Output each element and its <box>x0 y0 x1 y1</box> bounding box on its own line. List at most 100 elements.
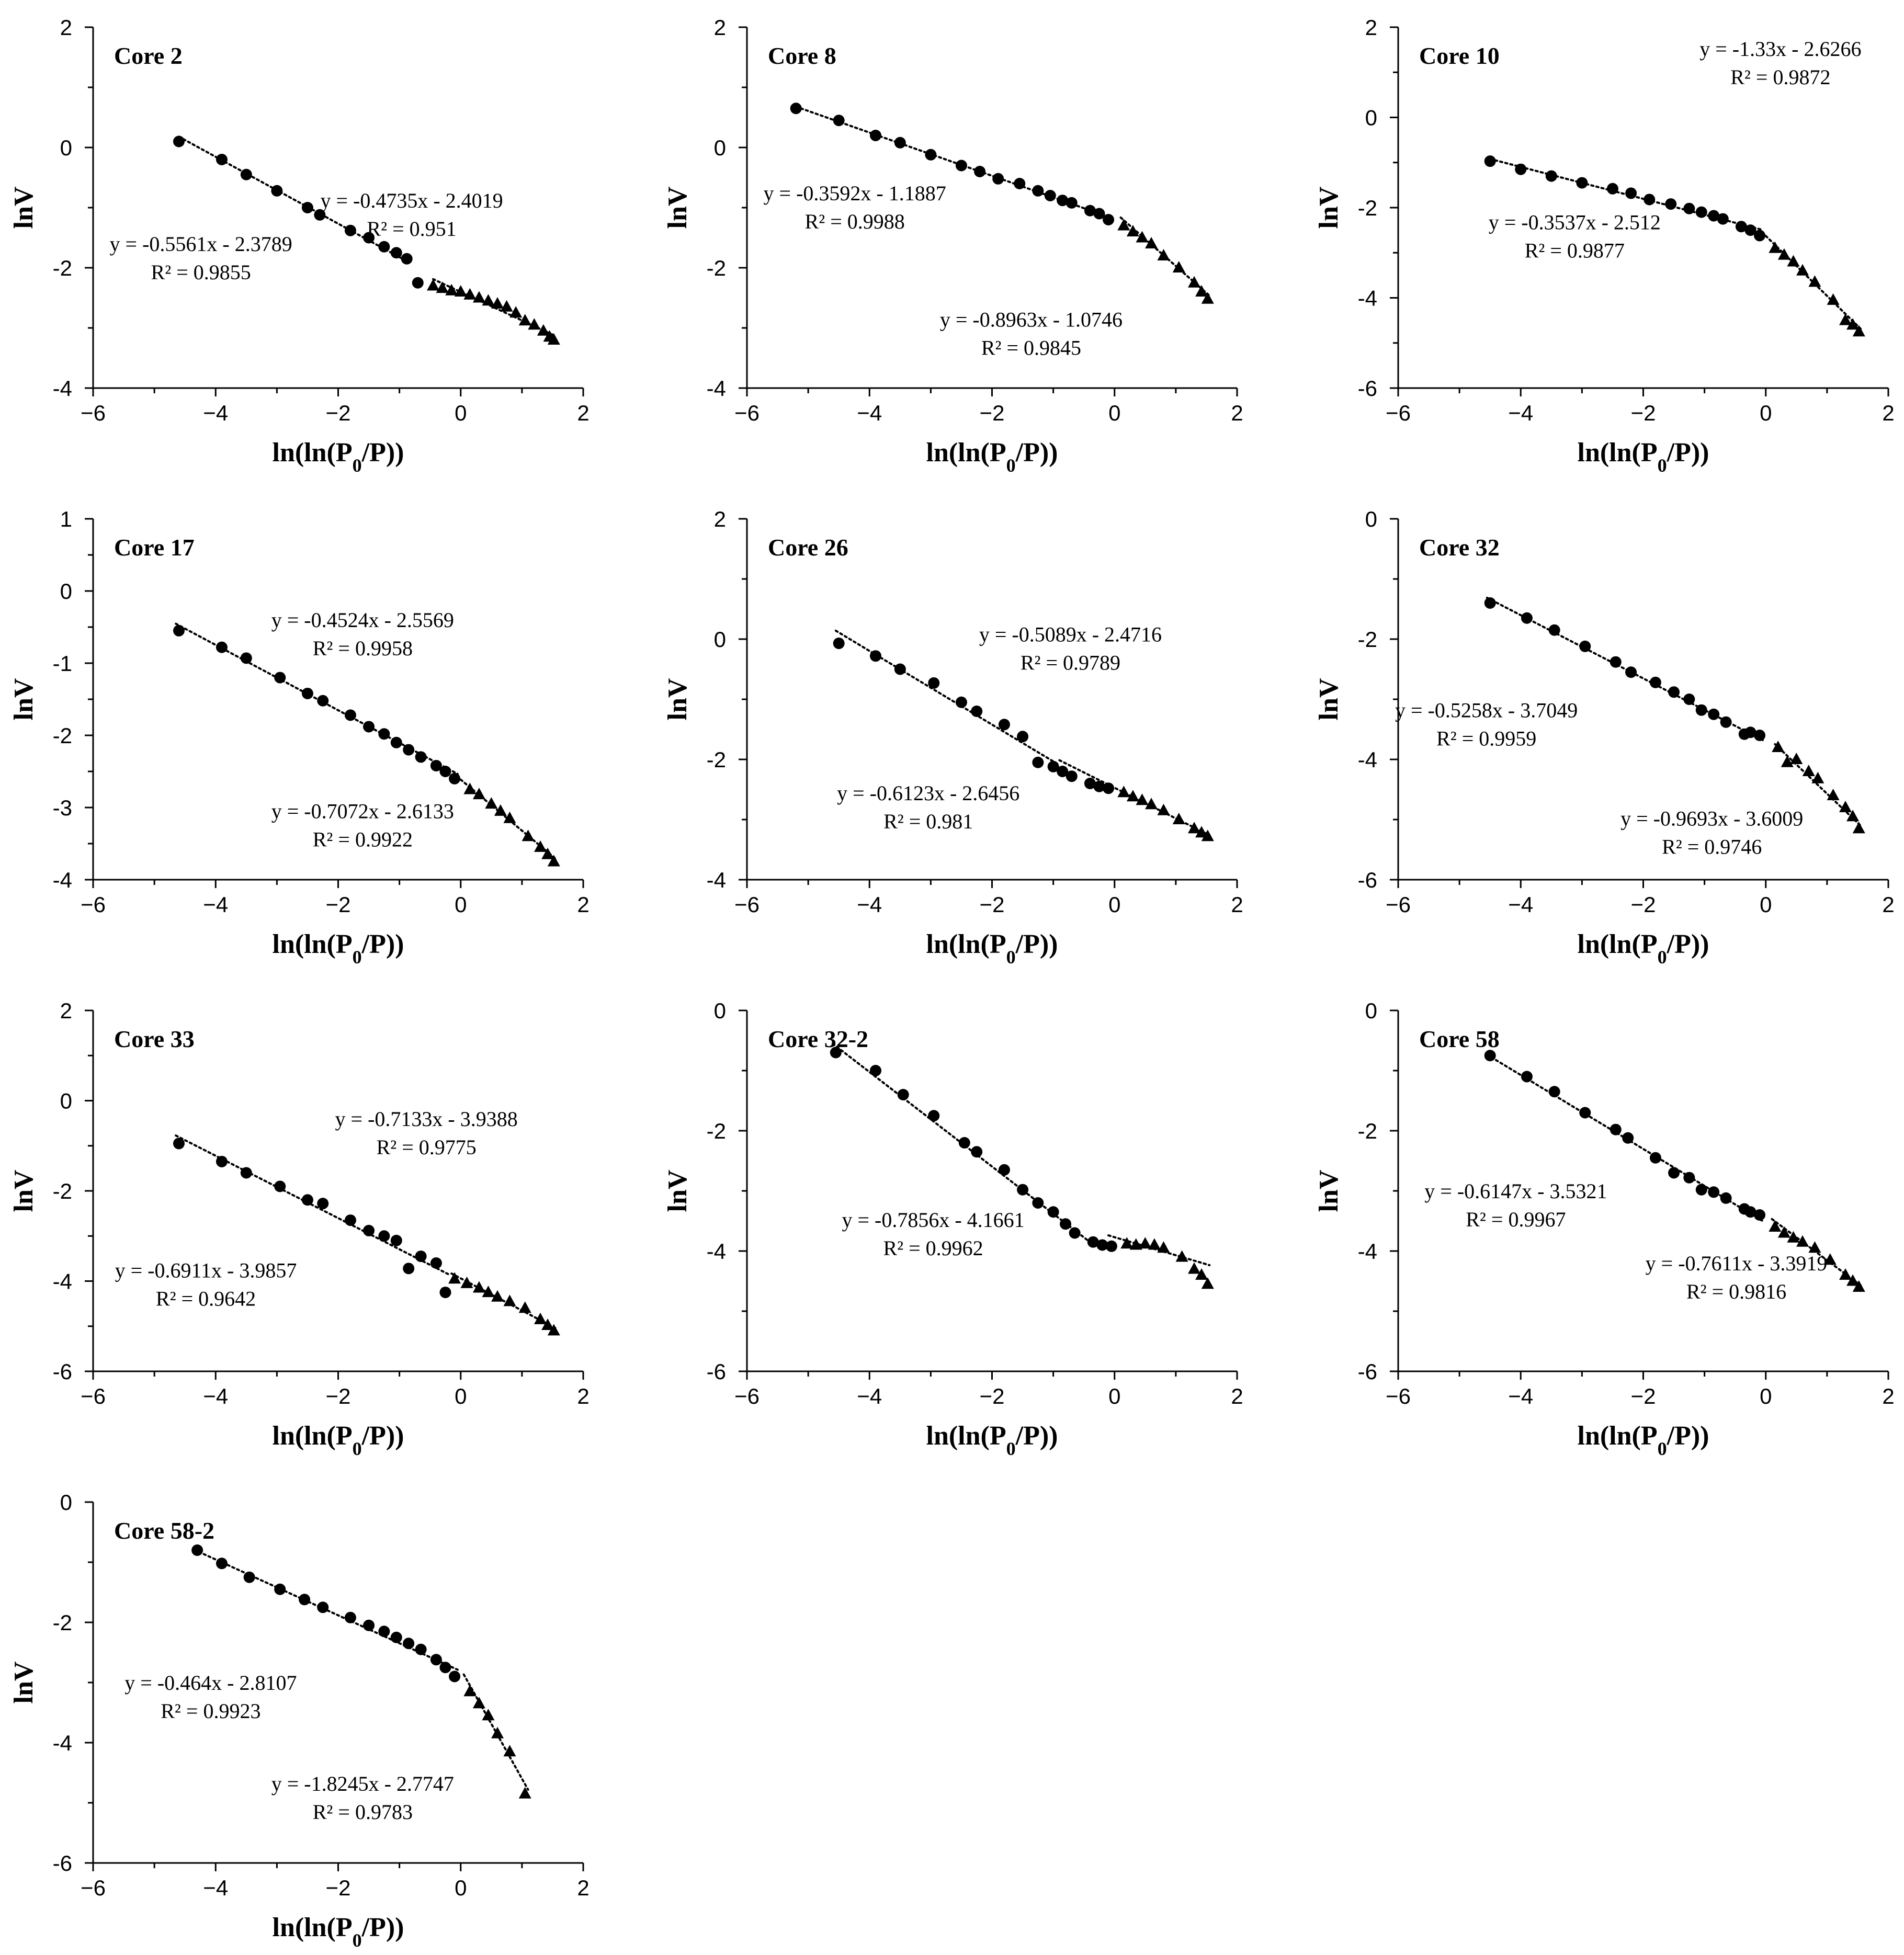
data-point-circle <box>430 1654 442 1666</box>
data-point-triangle <box>518 1301 531 1313</box>
data-point-triangle <box>503 811 516 823</box>
data-point-triangle <box>427 279 440 291</box>
x-axis-title: ln(ln(P0/P)) <box>926 1421 1058 1459</box>
data-point-triangle <box>1769 241 1782 253</box>
data-point-circle <box>344 709 356 721</box>
data-point-circle <box>1093 208 1105 220</box>
x-tick-label: 2 <box>1882 892 1894 917</box>
y-axis-title: lnV <box>663 1170 693 1212</box>
data-point-triangle <box>1195 1268 1208 1280</box>
panel-1: −6 −4 −2 0 2 -4 -2 0 2 ln(ln(P0/P)) lnV Core 2 y = -… <box>9 15 590 476</box>
y-tick-label: -2 <box>1358 627 1377 652</box>
data-point-triangle <box>482 1286 495 1298</box>
data-point-circle <box>1060 1218 1072 1230</box>
data-point-circle <box>173 1138 185 1150</box>
x-axis-title: ln(ln(P0/P)) <box>926 929 1058 968</box>
data-point-triangle <box>1777 248 1790 260</box>
y-tick-label: -4 <box>53 1731 72 1755</box>
data-point-circle <box>955 696 967 708</box>
data-point-triangle <box>1852 325 1865 337</box>
data-point-triangle <box>1846 1274 1860 1286</box>
data-point-circle <box>1515 163 1527 175</box>
fit-equation: y = -0.6123x - 2.6456 <box>837 781 1019 805</box>
data-point-circle <box>1683 1172 1695 1184</box>
x-axis-title-tail: /P)) <box>1015 1421 1058 1451</box>
data-point-triangle <box>448 1272 461 1284</box>
x-tick-label: −2 <box>980 1384 1005 1408</box>
y-tick-label: -2 <box>53 256 72 280</box>
x-tick-label: 2 <box>1231 1384 1243 1408</box>
data-point-triangle <box>472 1697 485 1709</box>
x-tick-label: −4 <box>857 401 882 425</box>
data-point-circle <box>390 1631 402 1643</box>
data-point-triangle <box>1846 810 1860 822</box>
fit-r-squared: R² = 0.9923 <box>161 1699 260 1723</box>
data-point-circle <box>1066 770 1078 782</box>
x-tick-label: −6 <box>81 1384 106 1408</box>
data-point-circle <box>1066 197 1078 209</box>
data-point-triangle <box>472 291 485 303</box>
data-point-circle <box>830 1047 842 1059</box>
data-point-triangle <box>518 1787 531 1799</box>
x-tick-label: −2 <box>980 892 1005 917</box>
data-point-triangle <box>472 1281 485 1293</box>
data-point-triangle <box>1145 237 1158 248</box>
fit-equation: y = -0.7611x - 3.3919 <box>1646 1252 1828 1275</box>
data-point-circle <box>173 135 185 147</box>
fit-equation: y = -1.33x - 2.6266 <box>1699 37 1861 61</box>
data-point-circle <box>403 1638 415 1650</box>
data-point-circle <box>412 277 424 289</box>
data-point-circle <box>301 687 313 699</box>
data-point-circle <box>378 728 390 740</box>
data-point-circle <box>1579 640 1591 652</box>
data-point-circle <box>344 1611 356 1623</box>
data-point-circle <box>1103 214 1115 225</box>
data-point-triangle <box>1145 798 1158 810</box>
data-point-triangle <box>1120 1237 1134 1249</box>
data-point-circle <box>390 736 402 748</box>
fit-equation: y = -0.5258x - 3.7049 <box>1395 699 1578 722</box>
data-point-triangle <box>1188 276 1201 288</box>
fit-equation: y = -0.464x - 2.8107 <box>124 1671 297 1695</box>
y-tick-label: -6 <box>1358 1359 1377 1384</box>
data-point-circle <box>216 1558 228 1570</box>
x-tick-label: 0 <box>1108 401 1120 425</box>
data-point-circle <box>363 1224 375 1236</box>
data-point-circle <box>992 173 1004 185</box>
fit-equation: y = -0.5089x - 2.4716 <box>979 623 1162 646</box>
trend-line-2 <box>1771 1218 1862 1287</box>
data-point-circle <box>1047 760 1059 772</box>
data-point-circle <box>430 759 442 771</box>
data-point-circle <box>1754 230 1766 242</box>
data-point-triangle <box>1796 264 1809 276</box>
data-point-circle <box>299 1594 311 1606</box>
data-point-triangle <box>541 847 554 859</box>
data-point-circle <box>1484 155 1496 167</box>
data-point-circle <box>363 721 375 733</box>
data-point-circle <box>1084 204 1096 217</box>
data-point-triangle <box>1136 231 1149 243</box>
y-tick-label: -2 <box>1358 1119 1377 1143</box>
data-point-triangle <box>1129 1238 1142 1250</box>
x-tick-label: −6 <box>81 1876 106 1900</box>
data-point-circle <box>415 1643 427 1655</box>
data-point-circle <box>403 1263 415 1275</box>
data-point-circle <box>1744 224 1756 236</box>
data-point-circle <box>1668 686 1680 698</box>
data-point-circle <box>894 663 906 675</box>
y-axis-title: lnV <box>9 187 39 229</box>
data-point-triangle <box>1769 1220 1782 1232</box>
data-point-triangle <box>1139 1237 1152 1249</box>
y-axis-title: lnV <box>9 678 39 721</box>
data-point-triangle <box>1802 765 1815 776</box>
data-point-circle <box>1683 202 1695 214</box>
y-tick-label: 0 <box>1365 507 1377 531</box>
x-tick-label: −4 <box>203 892 228 917</box>
data-point-circle <box>971 1146 983 1158</box>
y-tick-label: 0 <box>714 135 726 160</box>
y-tick-label: -2 <box>707 747 726 772</box>
x-axis-title-tail: /P)) <box>1667 929 1709 959</box>
